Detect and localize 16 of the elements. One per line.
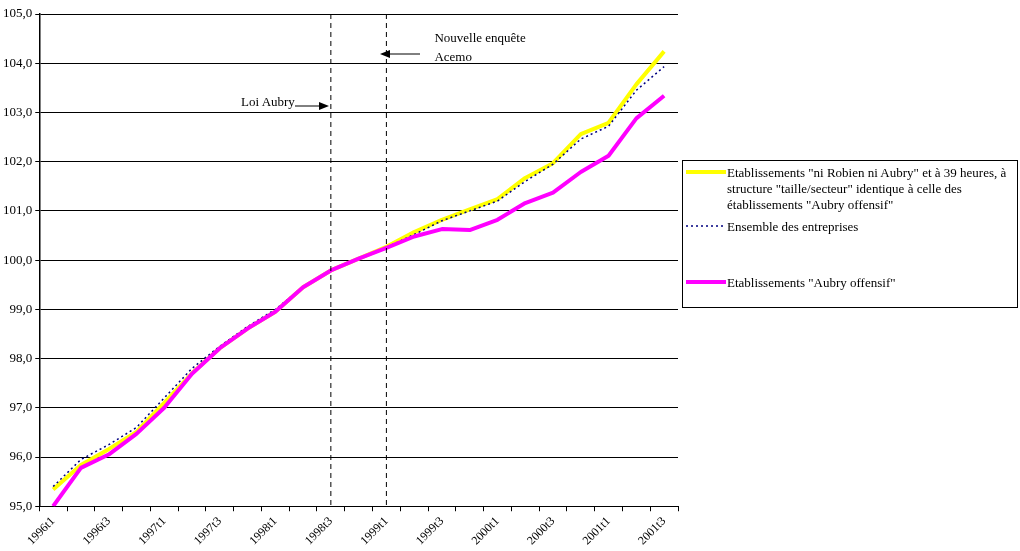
legend-label: Ensemble des entreprises [727, 219, 859, 235]
y-tick-label: 100,0 [3, 251, 33, 267]
y-tick-label: 99,0 [9, 300, 33, 316]
y-tick-label: 102,0 [3, 153, 33, 169]
y-tick-label: 101,0 [3, 202, 33, 218]
legend-label: Etablissements "ni Robien ni Aubry" et à 39 heures, à structure "taille/secteur" identique à celle des établissements "Aubry offensif" [727, 165, 1008, 213]
y-tick-label: 98,0 [9, 349, 33, 365]
legend-label: Etablissements "Aubry offensif" [727, 275, 896, 291]
y-tick-label: 103,0 [3, 103, 33, 119]
y-tick-label: 97,0 [9, 399, 33, 415]
y-tick-label: 95,0 [9, 497, 33, 513]
y-tick-label: 104,0 [3, 54, 33, 70]
y-tick-label: 96,0 [9, 448, 33, 464]
ref-line-label: Nouvelle enquête Acemo [434, 29, 526, 66]
y-tick-label: 105,0 [3, 5, 33, 21]
ref-line-label: Loi Aubry [241, 93, 295, 111]
